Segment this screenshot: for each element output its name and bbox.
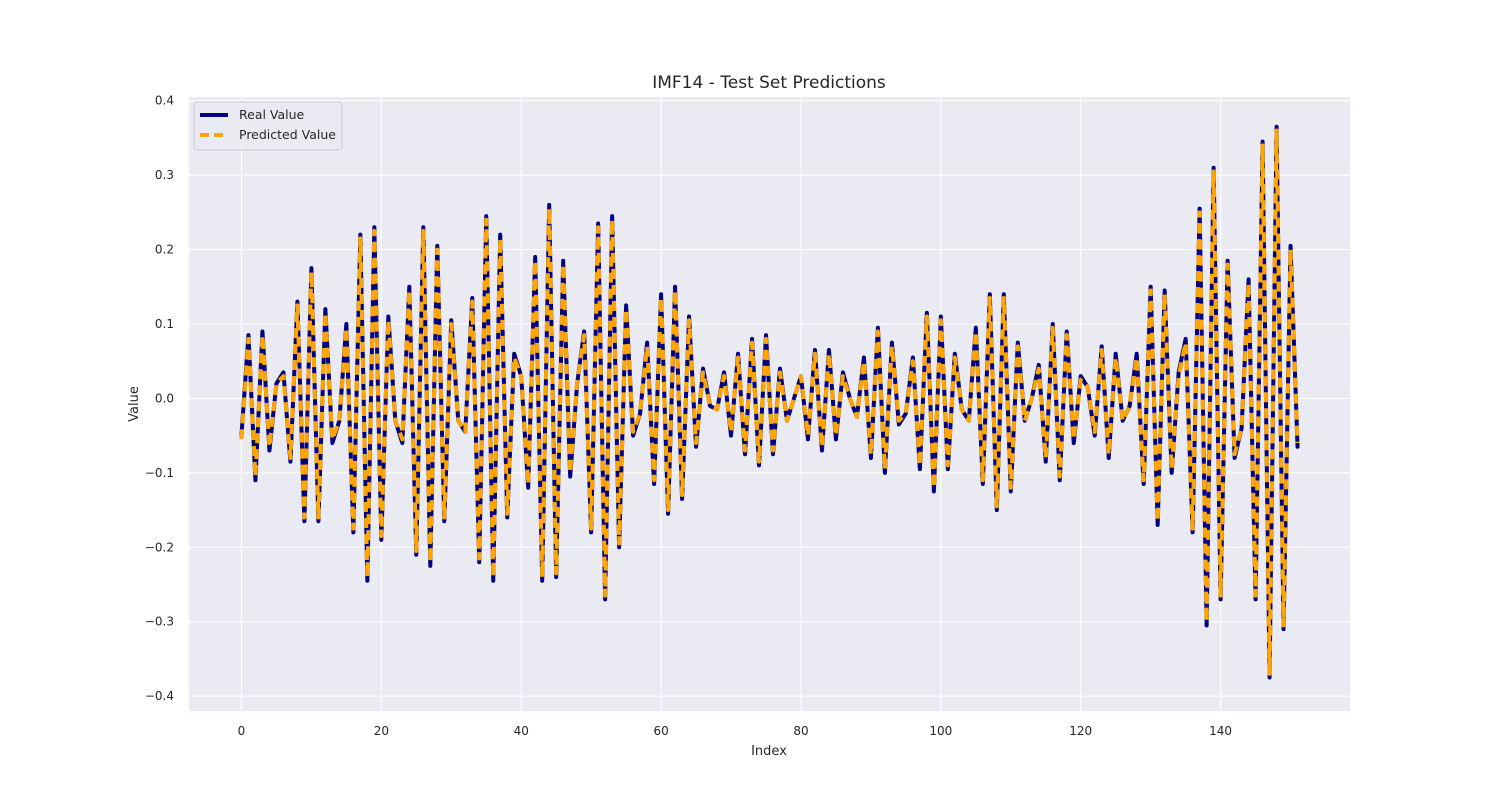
y-tick-label: −0.4: [145, 689, 174, 703]
x-tick-label: 20: [374, 724, 389, 738]
x-tick-labels: 0 20 40 60 80 100 120 140: [238, 724, 1232, 738]
y-tick-label: 0.0: [155, 391, 174, 405]
x-tick-label: 0: [238, 724, 246, 738]
y-tick-labels: −0.4 −0.3 −0.2 −0.1 0.0 0.1 0.2 0.3 0.4: [145, 94, 174, 703]
x-tick-label: 60: [653, 724, 668, 738]
y-tick-label: 0.3: [155, 168, 174, 182]
x-tick-label: 140: [1209, 724, 1232, 738]
legend-label-predicted-value: Predicted Value: [239, 127, 336, 142]
legend: Real Value Predicted Value: [193, 101, 343, 151]
legend-label-real-value: Real Value: [239, 107, 305, 122]
chart-title: IMF14 - Test Set Predictions: [652, 73, 886, 93]
series-line-predicted-value: [239, 128, 1300, 676]
series-layer: [239, 124, 1300, 680]
x-tick-label: 40: [514, 724, 529, 738]
y-tick-label: 0.1: [155, 317, 174, 331]
y-tick-label: −0.1: [145, 466, 174, 480]
x-tick-label: 80: [793, 724, 808, 738]
x-axis-label: Index: [751, 744, 787, 759]
y-tick-label: 0.2: [155, 243, 174, 257]
y-axis-label: Value: [127, 386, 142, 422]
legend-box: [193, 101, 343, 151]
y-tick-label: −0.3: [145, 615, 174, 629]
y-tick-label: −0.2: [145, 540, 174, 554]
x-tick-label: 100: [929, 724, 952, 738]
x-tick-label: 120: [1069, 724, 1092, 738]
y-tick-label: 0.4: [155, 94, 174, 108]
grid: [189, 97, 1350, 711]
